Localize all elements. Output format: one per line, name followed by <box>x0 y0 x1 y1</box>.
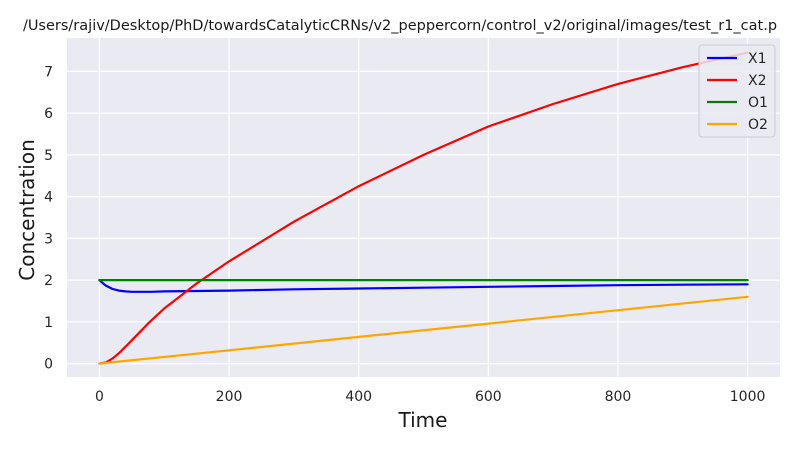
x-tick-label: 1000 <box>730 389 766 405</box>
legend-box <box>698 44 776 138</box>
legend-label-x2: X2 <box>748 73 767 89</box>
legend-label-o1: O1 <box>748 95 768 111</box>
series-line-x1 <box>98 279 749 293</box>
series-line-o2 <box>98 295 749 365</box>
plot-area <box>67 38 780 377</box>
series-lines <box>98 51 749 365</box>
y-tick-label: 3 <box>44 231 53 247</box>
y-tick-label: 1 <box>44 315 53 331</box>
y-tick-label: 2 <box>44 273 53 289</box>
y-tick-label: 6 <box>44 106 53 122</box>
y-tick-label: 5 <box>44 148 53 164</box>
y-axis-label: Concentration <box>15 139 39 280</box>
x-tick-label: 400 <box>345 389 372 405</box>
x-tick-label: 600 <box>475 389 502 405</box>
legend-label-x1: X1 <box>748 51 767 67</box>
x-tick-label: 800 <box>605 389 632 405</box>
x-tick-label: 200 <box>216 389 243 405</box>
y-tick-label: 0 <box>44 357 53 373</box>
chart-title: /Users/rajiv/Desktop/PhD/towardsCatalyti… <box>23 18 777 34</box>
y-tick-label: 7 <box>44 64 53 80</box>
x-tick-label: 0 <box>95 389 104 405</box>
legend: X1 X2 O1 O2 <box>698 44 776 138</box>
y-tick-label: 4 <box>44 190 53 206</box>
legend-label-o2: O2 <box>748 117 768 133</box>
x-axis-label: Time <box>398 408 448 432</box>
series-line-x2 <box>98 51 749 365</box>
tick-labels: 0 200 400 600 800 1000 0 1 2 3 4 5 6 7 <box>44 64 765 405</box>
